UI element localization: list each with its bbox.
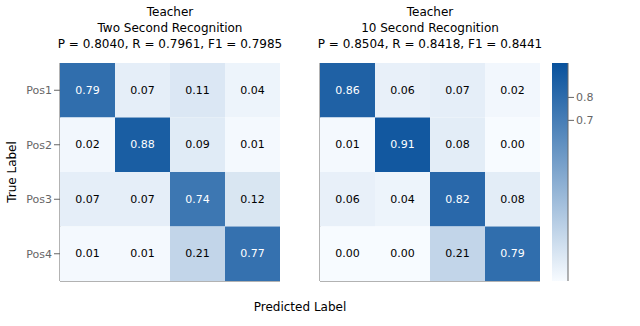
svg-text:0.01: 0.01 (75, 247, 100, 260)
svg-text:0.12: 0.12 (240, 193, 265, 206)
svg-text:0.01: 0.01 (130, 247, 155, 260)
svg-text:0.79: 0.79 (500, 247, 525, 260)
svg-text:Pos4: Pos4 (26, 248, 52, 261)
svg-text:0.7: 0.7 (576, 114, 594, 127)
svg-text:0.74: 0.74 (185, 193, 210, 206)
svg-text:0.00: 0.00 (335, 247, 360, 260)
svg-text:0.82: 0.82 (445, 193, 470, 206)
html-text:P = 0.8504, R = 0.8418, F1 = 0: P = 0.8504, R = 0.8418, F1 = 0.8441 (317, 37, 543, 51)
svg-text:0.08: 0.08 (500, 193, 525, 206)
svg-text:0.79: 0.79 (75, 84, 100, 97)
svg-text:0.07: 0.07 (130, 84, 155, 97)
html-text:Teacher: Teacher (146, 5, 194, 19)
svg-text:Pos1: Pos1 (26, 84, 52, 97)
svg-text:0.09: 0.09 (185, 138, 210, 151)
svg-text:0.91: 0.91 (390, 138, 415, 151)
html-text:10 Second Recognition: 10 Second Recognition (361, 21, 499, 35)
svg-text:0.01: 0.01 (240, 138, 265, 151)
svg-text:0.04: 0.04 (240, 84, 265, 97)
svg-text:0.07: 0.07 (445, 84, 470, 97)
html-text:Predicted Label: Predicted Label (253, 300, 347, 314)
html-text:True Label: True Label (5, 141, 19, 203)
svg-text:0.02: 0.02 (500, 84, 525, 97)
svg-text:0.02: 0.02 (75, 138, 100, 151)
svg-text:0.86: 0.86 (335, 84, 360, 97)
svg-text:0.04: 0.04 (390, 193, 415, 206)
svg-text:0.21: 0.21 (185, 247, 210, 260)
svg-text:0.07: 0.07 (75, 193, 100, 206)
svg-text:0.00: 0.00 (500, 138, 525, 151)
svg-text:0.07: 0.07 (130, 193, 155, 206)
html-text:Teacher: Teacher (406, 5, 454, 19)
svg-text:0.00: 0.00 (390, 247, 415, 260)
svg-text:0.21: 0.21 (445, 247, 470, 260)
svg-text:0.8: 0.8 (576, 91, 594, 104)
html-text:Two Second Recognition: Two Second Recognition (97, 21, 243, 35)
svg-text:0.88: 0.88 (130, 138, 155, 151)
svg-text:0.01: 0.01 (335, 138, 360, 151)
svg-text:Pos3: Pos3 (26, 193, 52, 206)
svg-text:0.08: 0.08 (445, 138, 470, 151)
html-text:P = 0.8040, R = 0.7961, F1 = 0: P = 0.8040, R = 0.7961, F1 = 0.7985 (57, 37, 283, 51)
svg-text:0.77: 0.77 (240, 247, 265, 260)
svg-text:0.06: 0.06 (335, 193, 360, 206)
svg-text:Pos2: Pos2 (26, 139, 52, 152)
svg-text:0.11: 0.11 (185, 84, 210, 97)
svg-text:0.06: 0.06 (390, 84, 415, 97)
